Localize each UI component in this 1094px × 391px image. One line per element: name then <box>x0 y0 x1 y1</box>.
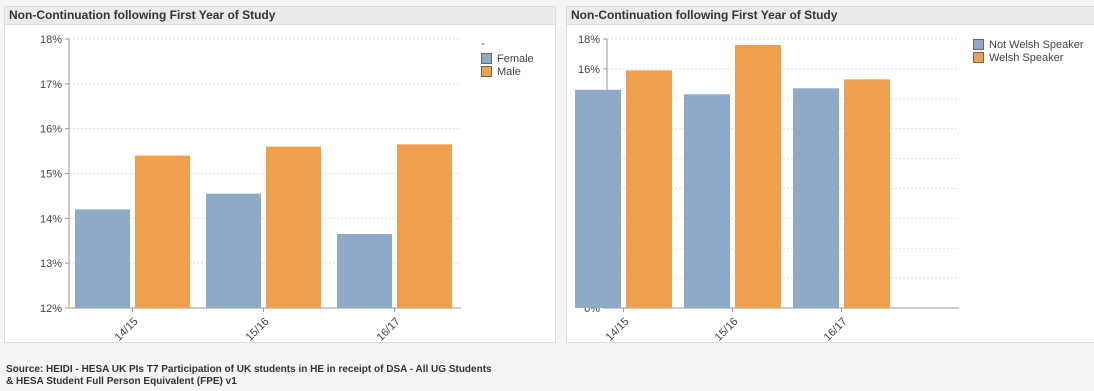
y-tick-label: 18% <box>40 34 62 46</box>
bar <box>75 209 130 308</box>
bar <box>793 88 839 308</box>
bar <box>206 193 261 308</box>
legend-item-female: Female <box>481 52 534 65</box>
legend-swatch <box>481 53 492 64</box>
bar <box>626 70 672 308</box>
bar <box>266 146 321 308</box>
legend-item-male: Male <box>481 65 534 78</box>
legend-label: Welsh Speaker <box>989 51 1064 64</box>
source-footer: Source: HEIDI - HESA UK PIs T7 Participa… <box>6 364 492 388</box>
y-tick-label: 15% <box>40 169 62 181</box>
bar <box>684 94 730 309</box>
y-tick-label: 12% <box>40 303 62 315</box>
y-tick-label: 18% <box>578 34 600 46</box>
bar <box>397 144 452 308</box>
source-line-1: Source: HEIDI - HESA UK PIs T7 Participa… <box>6 364 492 375</box>
legend-gender: - Female Male <box>481 38 534 78</box>
legend-item-not-welsh-speaker: Not Welsh Speaker <box>973 38 1084 51</box>
legend-item-welsh-speaker: Welsh Speaker <box>973 51 1084 64</box>
legend-label: Male <box>497 65 521 78</box>
x-tick-label: 15/16 <box>244 316 272 343</box>
bar <box>337 234 392 308</box>
x-tick-label: 16/17 <box>822 316 850 343</box>
bar <box>575 89 621 308</box>
chart-panel-gender: Non-Continuation following First Year of… <box>4 6 556 343</box>
chart-panel-welsh: Non-Continuation following First Year of… <box>566 6 1094 343</box>
legend-label: Not Welsh Speaker <box>989 38 1084 51</box>
legend-swatch <box>973 52 984 63</box>
y-tick-label: 17% <box>40 79 62 91</box>
x-tick-label: 15/16 <box>713 316 741 343</box>
legend-swatch <box>973 39 984 50</box>
bar <box>735 44 781 308</box>
y-tick-label: 13% <box>40 258 62 270</box>
x-tick-label: 16/17 <box>375 316 403 343</box>
bar <box>844 79 890 308</box>
chart-title: Non-Continuation following First Year of… <box>5 7 555 25</box>
y-tick-label: 16% <box>578 64 600 76</box>
bar-chart-gender: 12% 13% 14% 15% 16% 17% 18% 14/15 15/16 16/17 <box>40 34 461 343</box>
x-tick-label: 14/15 <box>113 316 141 343</box>
source-line-2: & HESA Student Full Person Equivalent (F… <box>6 376 237 387</box>
chart-title: Non-Continuation following First Year of… <box>567 7 1094 25</box>
legend-title: - <box>481 38 485 50</box>
legend-swatch <box>481 66 492 77</box>
x-tick-label: 14/15 <box>604 316 632 343</box>
legend-label: Female <box>497 52 534 65</box>
bar <box>135 155 190 308</box>
y-tick-label: 14% <box>40 213 62 225</box>
legend-welsh: Not Welsh Speaker Welsh Speaker <box>973 38 1084 64</box>
y-tick-label: 16% <box>40 124 62 136</box>
